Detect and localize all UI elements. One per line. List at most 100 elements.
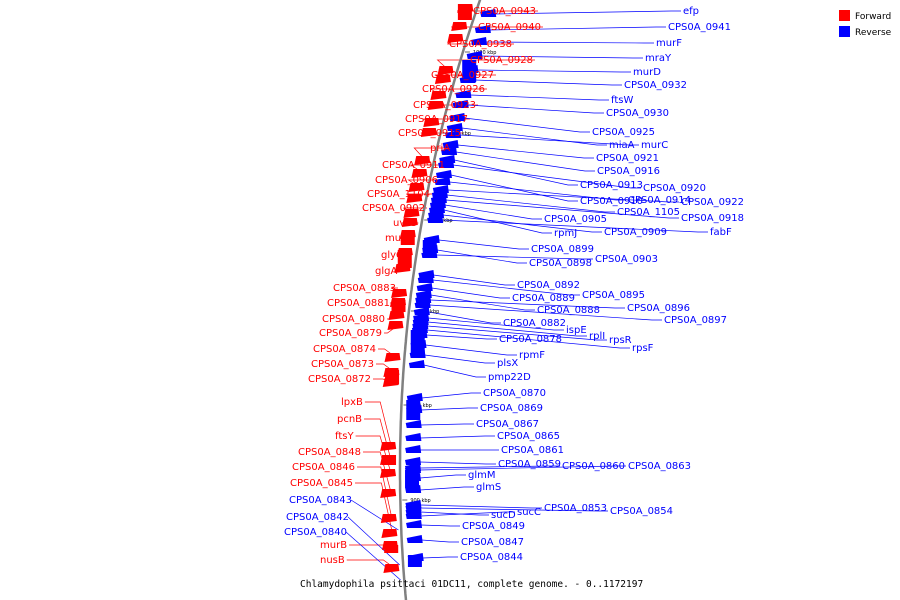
gene-label-forward: CPS0A_0881 [327,298,390,309]
legend: Forward Reverse [839,10,892,38]
gene-label-forward: CPS0A_0915 [398,128,461,139]
gene-label-forward: pcnB [337,414,362,425]
gene-features [380,4,497,573]
gene-label-reverse: CPS0A_0896 [627,303,690,314]
leader-line-reverse [427,321,587,337]
gene-label-reverse: CPS0A_0889 [512,293,575,304]
gene-feature-forward [380,469,397,478]
leader-line-reverse [442,219,708,233]
gene-feature-reverse [480,9,497,17]
gene-feature-reverse [455,90,472,98]
gene-feature-forward [391,289,408,298]
gene-label-forward: CPS0A_0879 [319,328,382,339]
gene-feature-reverse [452,100,469,108]
gene-label-forward: CPS0A_0902 [362,203,425,214]
gene-feature-forward [380,514,397,523]
leader-line-forward [364,401,392,447]
gene-feature-reverse [405,457,422,465]
gene-label-reverse: murC [641,140,668,151]
gene-label-reverse: rpsR [609,335,632,346]
gene-label-forward: CPS0A_0873 [311,359,374,370]
leader-line-reverse [428,311,501,324]
gene-feature-forward [384,353,401,362]
gene-feature-forward [383,564,400,573]
gene-feature-reverse [471,37,488,45]
gene-label-forward: CPS0A_0917 [405,114,468,125]
leader-line-reverse [420,504,542,509]
gene-feature-reverse [413,307,430,315]
gene-feature-reverse [438,160,455,168]
leader-line-reverse [424,354,495,364]
gene-feature-reverse [416,283,433,291]
gene-label-reverse: miaA [609,140,635,151]
gene-label-reverse: CPS0A_0913 [580,180,643,191]
leader-line-reverse [420,511,515,517]
gene-label-reverse: CPS0A_0863 [628,461,691,472]
gene-label-forward: priA [430,143,450,154]
gene-label-reverse: pmp22D [488,372,531,383]
gene-feature-forward [437,66,454,75]
scale-tick-label: 1000 kbp [473,50,497,56]
leader-line-reverse [460,134,639,146]
leader-line-reverse [425,344,517,356]
gene-label-forward: CPS0A_0848 [298,447,361,458]
leader-line-reverse [453,164,641,189]
gene-feature-reverse [449,113,466,121]
leader-line-reverse [457,144,594,159]
leader-line-reverse [489,26,666,31]
gene-feature-reverse [408,360,425,368]
legend-reverse-swatch [839,26,850,37]
gene-label-reverse: CPS0A_0878 [499,334,562,345]
gene-feature-forward [400,235,415,245]
gene-feature-reverse [406,520,423,528]
leader-line-reverse [449,181,626,201]
gene-feature-reverse [462,60,477,82]
gene-feature-forward [411,169,428,178]
gene-label-reverse: CPS0A_0895 [582,290,645,301]
gene-feature-reverse [407,555,422,567]
gene-feature-forward [385,370,400,384]
leader-line-reverse [421,407,478,411]
gene-feature-forward [384,545,399,553]
gene-feature-forward [406,194,423,203]
gene-feature-reverse [410,330,425,355]
gene-label-reverse: CPS0A_0865 [497,431,560,442]
gene-feature-reverse [474,25,491,33]
leader-line-reverse [420,461,496,465]
gene-feature-reverse [466,51,483,59]
leader-line-forward [363,451,392,494]
gene-feature-forward [381,529,398,538]
gene-label-forward: CPS0A_0906 [375,175,438,186]
gene-feature-forward [397,250,412,268]
gene-label-reverse: CPS0A_0849 [462,521,525,532]
gene-label-reverse: CPS0A_0840 [284,527,347,538]
gene-label-reverse: rpsF [632,343,654,354]
gene-label-reverse: rpmF [519,350,545,361]
gene-feature-reverse [435,170,452,178]
leader-line-reverse [464,117,590,133]
gene-label-reverse: efp [683,6,699,17]
gene-feature-reverse [405,470,420,488]
gene-label-reverse: CPS0A_0909 [604,227,667,238]
gene-label-reverse: CPS0A_0859 [498,459,561,470]
gene-label-forward: CPS0A_0943 [473,6,536,17]
gene-label-reverse: plsX [497,358,518,369]
leader-line-reverse [486,41,654,44]
leader-line-reverse [481,55,643,59]
gene-feature-forward [403,209,420,218]
leader-line-reverse [443,209,552,234]
leader-line-reverse [421,539,459,543]
gene-label-forward: CPS0A_0927 [431,70,494,81]
gene-label-reverse: CPS0A_0882 [503,318,566,329]
gene-label-forward: CPS0A_0928 [470,55,533,66]
leader-line-forward [364,418,392,461]
gene-label-reverse: CPS0A_1105 [617,207,680,218]
gene-label-reverse: sucD [491,510,516,521]
gene-label-reverse: CPS0A_0867 [476,419,539,430]
leader-line-reverse [431,287,510,299]
leader-line-reverse [426,334,497,340]
leader-line-reverse [420,511,489,516]
leader-line-reverse [433,274,515,286]
gene-feature-reverse [405,420,422,428]
